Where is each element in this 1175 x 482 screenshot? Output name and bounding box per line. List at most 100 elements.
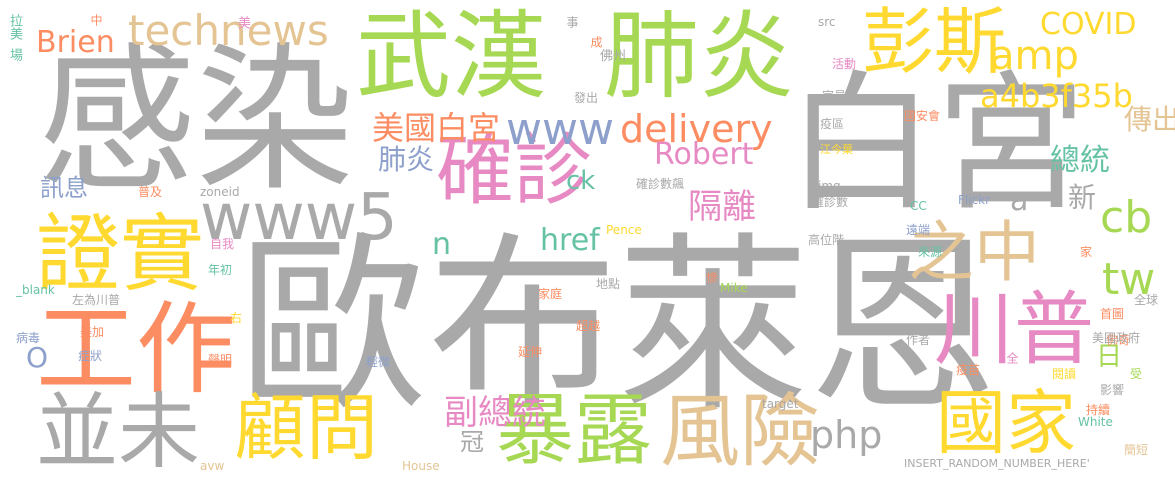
- word-32: 副總統: [444, 393, 546, 433]
- word-60: 確診數: [812, 195, 849, 209]
- word-90: 疫苗: [956, 363, 981, 377]
- word-3: 武漢: [356, 2, 547, 112]
- word-ck-35: ck: [566, 166, 596, 196]
- word-85: 延伸: [518, 345, 543, 359]
- word-39: 新: [1068, 181, 1097, 214]
- word-o-42: O: [26, 341, 49, 374]
- word-amp-9: amp: [990, 33, 1079, 79]
- word-29: 風險: [660, 385, 820, 478]
- word-28: 暴露: [496, 386, 653, 476]
- word-98: 簡短: [1124, 443, 1149, 457]
- word-cb-21: cb: [1100, 192, 1153, 243]
- word-77: 全球: [1134, 293, 1159, 307]
- word-22: 隔離: [688, 187, 756, 227]
- word-84: 超越: [576, 319, 601, 333]
- word-52: 活動: [832, 57, 857, 71]
- word-php-31: php: [810, 413, 883, 457]
- word-93: 受: [1130, 367, 1143, 381]
- word-68: 家: [1080, 245, 1093, 259]
- word-46: 美: [235, 16, 250, 29]
- word-tw-25: tw: [1102, 254, 1156, 305]
- word-technews-6: technews: [128, 6, 329, 55]
- word-41: 冠: [460, 428, 484, 456]
- word-4: 肺炎: [604, 2, 795, 112]
- word-avw-99: avw: [200, 459, 225, 473]
- word-pence-65: Pence: [606, 223, 642, 237]
- word-92: 閱讀: [1052, 367, 1077, 381]
- word-delivery-14: delivery: [620, 107, 773, 151]
- word-55: 國安會: [904, 109, 941, 123]
- word-insert-random-number-here-101: INSERT_RANDOM_NUMBER_HERE': [904, 457, 1090, 470]
- word-70: 年初: [208, 263, 233, 277]
- word-0: 歐布萊恩: [238, 216, 999, 437]
- word-mike-76: Mike: [720, 281, 748, 295]
- word-src-51: src: [818, 15, 836, 29]
- word-91: 全: [1005, 352, 1019, 364]
- word-89: 輕微: [366, 355, 391, 369]
- word-www-13: www: [506, 104, 614, 155]
- word-83: 症狀: [78, 349, 103, 363]
- word-56: 江今葉: [820, 143, 853, 156]
- word-72: 左為川普: [72, 293, 121, 307]
- word-66: 高位階: [808, 233, 845, 247]
- word-30: 國家: [936, 382, 1076, 464]
- word-86: 作者: [906, 333, 931, 347]
- word-12: 確診: [436, 126, 593, 216]
- word-26: 並未: [36, 385, 201, 480]
- word-zoneid-58: zoneid: [200, 185, 240, 199]
- word-flickr-62: Flickr: [958, 193, 991, 207]
- word-79: 佛奇: [1106, 333, 1131, 347]
- word-47: 事: [565, 16, 579, 28]
- word-80: 右: [230, 311, 243, 325]
- word-24: 川普: [934, 283, 1094, 376]
- word-1: 感染: [38, 29, 354, 213]
- word-a4b3f35b-10: a4b3f35b: [980, 77, 1133, 115]
- word-94: 影響: [1100, 383, 1125, 397]
- word-53: 官員: [822, 89, 847, 103]
- word-87: 美國政府: [1092, 331, 1141, 345]
- word-brien-8: Brien: [36, 25, 115, 60]
- word-18: 總統: [1050, 143, 1110, 178]
- word-61: 確診數飆: [636, 177, 685, 191]
- word-19: 證實: [36, 205, 205, 303]
- word-17: 傳出: [1124, 103, 1175, 136]
- word-36: 肺炎: [378, 143, 435, 176]
- word-cc-63: CC: [910, 199, 927, 213]
- word-target-95: target: [762, 397, 799, 411]
- word-20: 之中: [908, 214, 1040, 291]
- word-23: 工作: [36, 291, 236, 408]
- word-15: 美國白宮: [372, 109, 501, 147]
- word-81: 病毒: [16, 331, 41, 345]
- word-57: 普及: [138, 185, 163, 199]
- word-43: 拉美: [7, 14, 22, 40]
- word-house-100: House: [402, 459, 440, 473]
- word-5: 彭斯: [862, 0, 1007, 84]
- word-robert-16: Robert: [654, 137, 754, 172]
- word-78: 首圖: [1100, 307, 1125, 321]
- word-40: 日: [1096, 342, 1123, 372]
- word-67: 來源: [918, 245, 943, 259]
- word-href-33: href: [540, 223, 600, 258]
- word-88: 聲明: [208, 353, 233, 367]
- word-64: 遠端: [906, 223, 931, 237]
- word-96: 持續: [1086, 403, 1111, 417]
- word-www5-11: www5: [200, 181, 398, 255]
- word-73: 地點: [596, 277, 621, 291]
- word-45: 中: [89, 14, 103, 26]
- word-82: 美加: [80, 325, 105, 339]
- word-44: 場: [7, 48, 22, 61]
- word-49: 佛州: [600, 49, 627, 64]
- word-blank-71: _blank: [16, 283, 55, 297]
- word-covid-7: COVID: [1040, 7, 1137, 42]
- word-74: 家庭: [538, 287, 563, 301]
- word-n-34: n: [432, 227, 452, 262]
- word-69: 自我: [210, 237, 235, 251]
- word-2: 白宮: [786, 58, 1087, 232]
- word-a-38: a: [1010, 183, 1029, 218]
- word-img-59: img: [818, 179, 841, 193]
- word-48: 成: [589, 36, 603, 48]
- word-37: 訊息: [40, 174, 88, 202]
- word-50: 發出: [574, 91, 599, 105]
- word-white-97: White: [1078, 415, 1113, 429]
